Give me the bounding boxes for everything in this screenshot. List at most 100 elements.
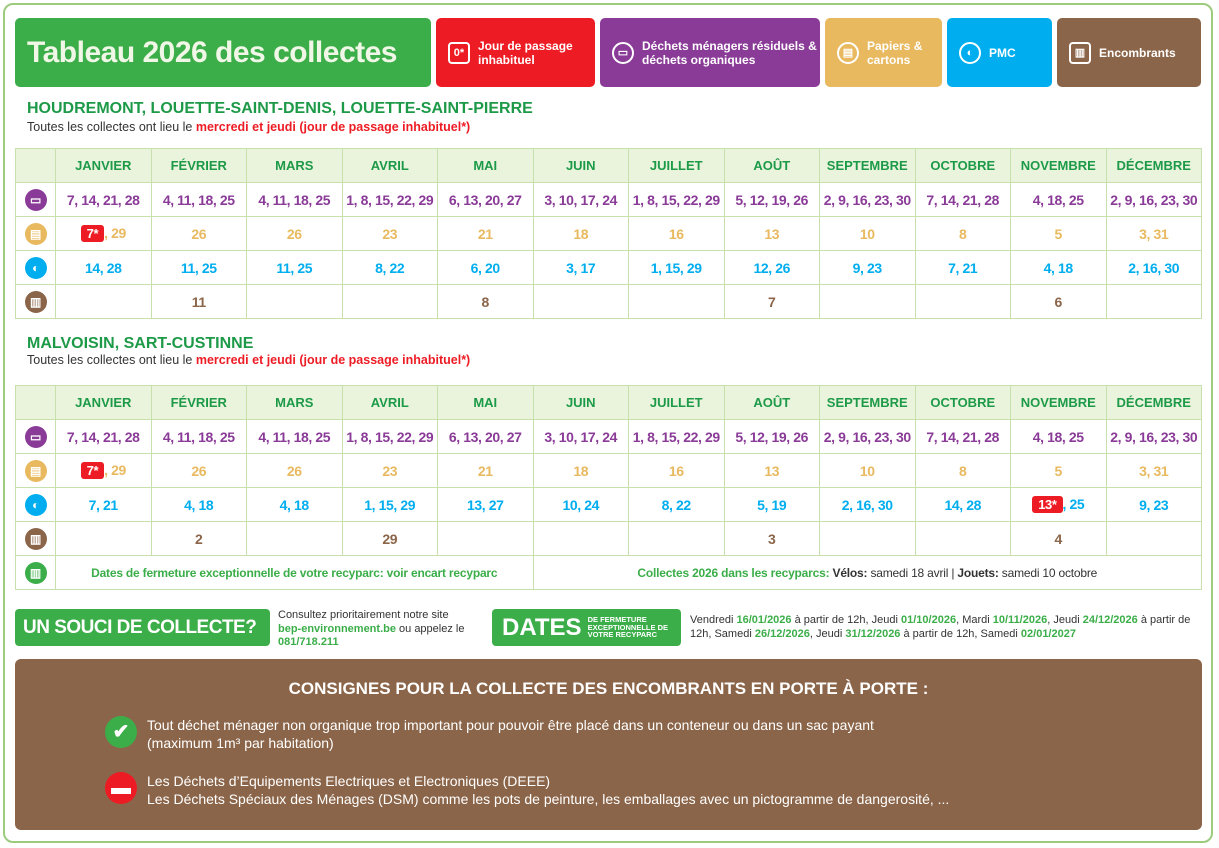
table-row-residuels: ▭ 7, 14, 21, 28 4, 11, 18, 25 4, 11, 18, 25… [15, 182, 1202, 217]
table-header-row: JANVIER FÉVRIER MARS AVRIL MAI JUIN JUILLET AOÛ… [15, 148, 1202, 183]
date-cell: 5 [1010, 216, 1107, 251]
date-cell: 1, 8, 15, 22, 29 [341, 182, 438, 217]
row-icon-cell: ▭ [15, 419, 56, 454]
subtitle-text: Toutes les collectes ont lieu le [27, 120, 196, 134]
date-cell: 4, 18 [150, 487, 247, 522]
row-icon-cell: ▥ [15, 521, 56, 556]
month-header: JANVIER [55, 148, 152, 183]
corner-cell [15, 148, 56, 183]
date-cell: 12, 26 [723, 250, 820, 285]
table-row-encombrants: ▥ 2 29 3 4 [15, 521, 1202, 556]
closure-date: 10/11/2026 [992, 614, 1048, 626]
papiers-icon: ▤ [24, 222, 47, 245]
recyparc-text: Dates de fermeture exceptionnelle de vot… [91, 565, 387, 580]
page-title: Tableau 2026 des collectes [15, 18, 431, 87]
date-cell [532, 284, 629, 319]
date-cell [628, 521, 725, 556]
date-cell: 26 [150, 453, 247, 488]
legend-label: Papiers & cartons [867, 38, 923, 67]
date-cell [819, 521, 916, 556]
recyparc-collections-cell: Collectes 2026 dans les recyparcs: Vélos… [532, 555, 1202, 590]
date-cell: 3, 10, 17, 24 [532, 182, 629, 217]
bulky-icon: ▥ [1069, 41, 1091, 64]
closure-dates-banner: DATES DE FERMETURE EXCEPTIONNELLE DE VOTR… [492, 609, 681, 646]
website-link[interactable]: bep-environnement.be [278, 622, 396, 635]
recyparc-link[interactable]: voir encart recyparc [386, 565, 498, 580]
month-header: AOÛT [723, 148, 820, 183]
allowed-rule: ✔ Tout déchet ménager non organique trop … [105, 716, 874, 752]
month-header: DÉCEMBRE [1105, 385, 1202, 420]
pmc-icon: ◐ [24, 493, 47, 516]
legend-label: Jour de passage inhabituel [478, 38, 573, 67]
forbidden-text-2: Les Déchets Spéciaux des Ménages (DSM) c… [147, 791, 950, 807]
row-icon-cell: ▤ [15, 216, 56, 251]
date-cell: 8, 22 [341, 250, 438, 285]
month-header: NOVEMBRE [1010, 385, 1107, 420]
section-1-title: HOUDREMONT, LOUETTE-SAINT-DENIS, LOUETTE… [27, 100, 533, 117]
date-cell: 16 [628, 453, 725, 488]
date-cell: 2, 16, 30 [819, 487, 916, 522]
subtitle-highlight: mercredi et jeudi (jour de passage inhab… [195, 353, 471, 367]
contact-text: Consultez prioritairement notre site [278, 609, 449, 621]
closure-note: à partir de 12h, [791, 614, 872, 626]
check-icon: ✔ [105, 716, 137, 748]
date-cell: 8 [437, 284, 534, 319]
velos-date: samedi 18 avril [870, 565, 949, 580]
date-cell: 8 [914, 216, 1011, 251]
closure-note: , [1047, 614, 1054, 626]
month-header: FÉVRIER [150, 385, 247, 420]
section-2-subtitle: Toutes les collectes ont lieu le mercred… [27, 353, 470, 367]
closure-day: Samedi [714, 627, 755, 640]
date-text: , 29 [104, 462, 126, 478]
date-cell: 11 [150, 284, 247, 319]
jouets-date: samedi 10 octobre [1001, 565, 1098, 580]
table-row-pmc: ◐ 14, 28 11, 25 11, 25 8, 22 6, 20 3, 17 1, 15,… [15, 250, 1202, 285]
date-cell: 2, 9, 16, 23, 30 [819, 419, 916, 454]
legend-encombrants: ▥ Encombrants [1057, 18, 1201, 87]
date-cell: 7 [723, 284, 820, 319]
recyparc-dates: Vélos: samedi 18 avril | Jouets: samedi … [833, 566, 1098, 580]
date-cell: 2, 9, 16, 23, 30 [1105, 182, 1202, 217]
date-cell: 5 [1010, 453, 1107, 488]
date-cell: 13 [723, 453, 820, 488]
date-cell: 26 [150, 216, 247, 251]
date-text: , 29 [104, 225, 126, 241]
date-cell: 6, 13, 20, 27 [437, 182, 534, 217]
instructions-title: CONSIGNES POUR LA COLLECTE DES ENCOMBRAN… [288, 679, 929, 698]
date-cell: 14, 28 [55, 250, 152, 285]
date-cell [532, 521, 629, 556]
date-cell: 23 [341, 216, 438, 251]
corner-cell [15, 385, 56, 420]
month-header: MAI [437, 148, 534, 183]
date-cell: 3, 31 [1105, 216, 1202, 251]
date-cell: 6, 20 [437, 250, 534, 285]
date-cell: 16 [628, 216, 725, 251]
closure-note: à partir de 12h, [690, 614, 1191, 640]
date-cell: 3 [723, 521, 820, 556]
row-icon-cell: ▭ [15, 182, 56, 217]
legend-unusual-day: 0* Jour de passage inhabituel [436, 18, 595, 87]
date-cell: 10 [819, 453, 916, 488]
month-header: NOVEMBRE [1010, 148, 1107, 183]
closure-day: Mardi [962, 614, 993, 626]
date-cell: 21 [437, 216, 534, 251]
residuels-icon: ▭ [24, 188, 47, 211]
legend-pmc: ◐ PMC [947, 18, 1052, 87]
date-cell: 1, 8, 15, 22, 29 [628, 419, 725, 454]
row-icon-cell: ◐ [15, 250, 56, 285]
closure-dates-list: Vendredi 16/01/2026 à partir de 12h, Jeu… [690, 614, 1205, 641]
row-icon-cell: ▥ [15, 284, 56, 319]
paper-icon: ▤ [837, 41, 859, 64]
recyparc-closure-cell: Dates de fermeture exceptionnelle de vot… [55, 555, 534, 590]
month-header: JUIN [532, 385, 629, 420]
closure-note: , [956, 614, 963, 626]
date-cell: 4, 18, 25 [1010, 419, 1107, 454]
page-frame [3, 3, 1213, 843]
phone-number[interactable]: 081/718.211 [278, 636, 339, 648]
month-header: MARS [246, 148, 343, 183]
month-header: JUIN [532, 148, 629, 183]
bulky-waste-instructions: CONSIGNES POUR LA COLLECTE DES ENCOMBRAN… [15, 659, 1202, 830]
date-cell [914, 521, 1011, 556]
date-cell [246, 521, 343, 556]
unusual-day-badge: 13* [1032, 496, 1063, 513]
